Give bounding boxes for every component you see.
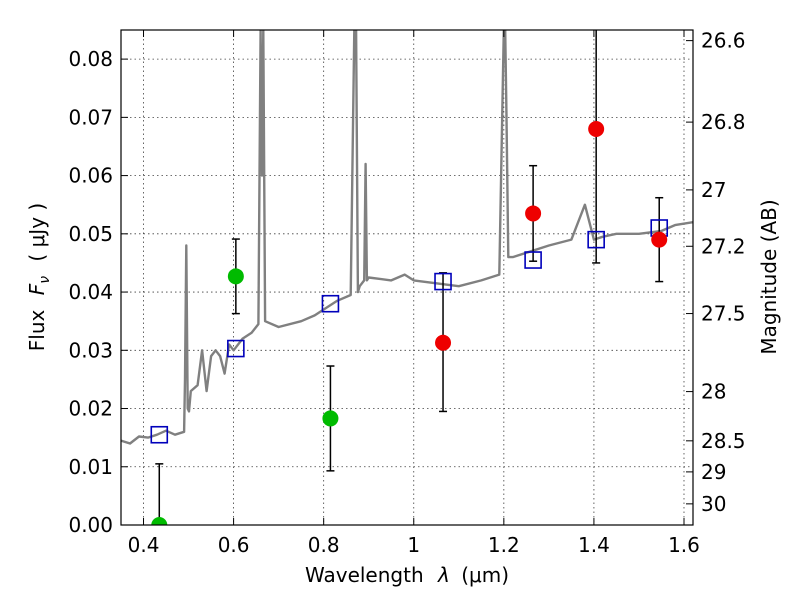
model-photometry-square (434, 272, 452, 291)
x-tick-label: 1.2 (488, 533, 520, 557)
x-tick-label: 1.6 (668, 533, 700, 557)
red-point (588, 121, 605, 137)
y2-tick-label: 26.8 (701, 110, 746, 134)
y-tick-label: 0.01 (68, 455, 113, 479)
x-tick-label: 1 (407, 533, 420, 557)
y-tick-label: 0.05 (68, 222, 113, 246)
y2-tick-label: 28.5 (701, 429, 746, 453)
x-tick-label: 0.6 (218, 533, 250, 557)
green-point (322, 410, 339, 427)
y-tick-label: 0.02 (68, 397, 113, 421)
y-tick-label: 0.03 (68, 338, 113, 362)
red-point (525, 205, 542, 222)
green-point (151, 517, 168, 525)
model-photometry-square (321, 294, 340, 313)
red-point (435, 334, 452, 351)
model-photometry-square (227, 339, 245, 358)
x-axis-label: Wavelength λ (μm) (305, 563, 509, 587)
y2-axis-label: Magnitude (AB) (757, 199, 781, 354)
model-photometry-square (587, 230, 605, 249)
y-tick-label: 0.08 (68, 47, 113, 71)
model-photometry-square (524, 251, 542, 269)
green-point (227, 268, 244, 285)
axes: 0.4 0.6 0.8 1 1.2 1.4 1.6 0.00 0.01 0.02 0.03 0.04 0… (68, 29, 745, 557)
y-axis-label: Flux Fν ( μJy ) (25, 203, 54, 351)
y-tick-label: 0.07 (68, 105, 113, 129)
y2-tick-label: 27.5 (701, 302, 746, 326)
y2-tick-label: 30 (701, 492, 726, 516)
plot-area (121, 30, 693, 525)
spectrum-line (121, 30, 693, 445)
y-tick-label: 0.06 (68, 164, 113, 188)
y2-tick-label: 28 (701, 380, 726, 404)
y2-tick-label: 29 (701, 460, 726, 484)
x-tick-label: 0.8 (308, 533, 340, 557)
y2-tick-label: 27.2 (701, 234, 746, 258)
x-tick-label: 1.4 (578, 533, 610, 557)
x-tick-label: 0.4 (128, 533, 160, 557)
y-tick-label: 0.00 (68, 513, 113, 537)
y2-tick-label: 27 (701, 178, 726, 202)
y-tick-label: 0.04 (68, 280, 113, 304)
red-point (651, 231, 668, 248)
model-photometry-square (150, 425, 169, 444)
y2-tick-label: 26.6 (701, 29, 746, 53)
plot-frame (120, 29, 694, 526)
plot-background (121, 30, 693, 525)
